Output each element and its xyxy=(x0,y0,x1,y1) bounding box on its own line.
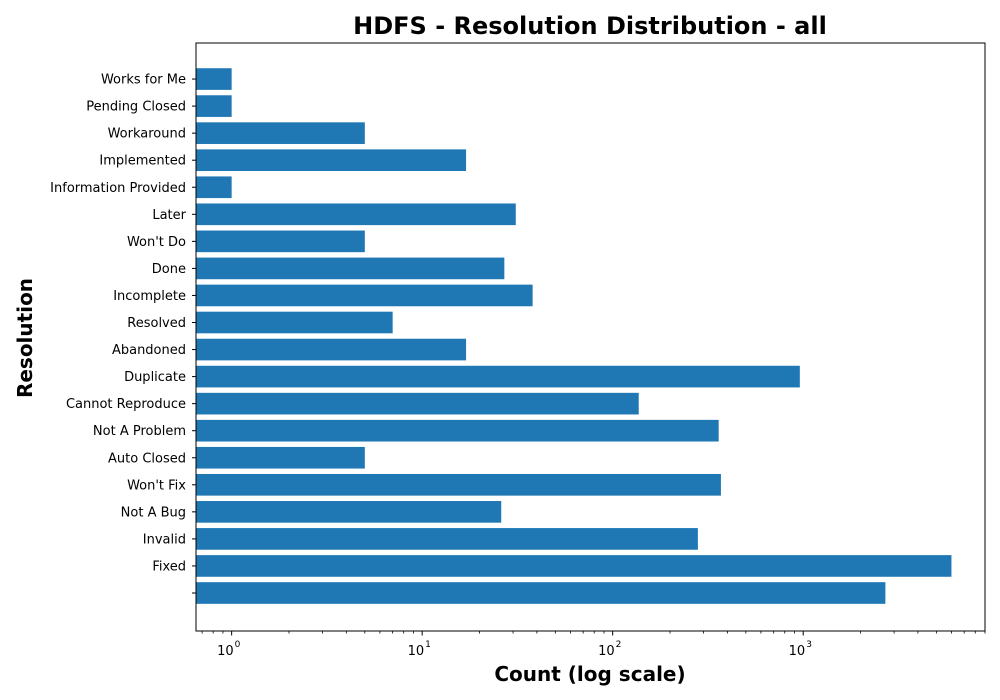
x-tick-exponent: 2 xyxy=(616,640,622,650)
plot-area: Fixed Invalid Not A Bug Won't Fix Auto Close… xyxy=(50,42,986,659)
y-tick-label: Duplicate xyxy=(124,370,186,385)
y-tick-label: Done xyxy=(152,262,186,277)
y-tick-label: Works for Me xyxy=(101,73,186,88)
bar xyxy=(196,392,639,415)
x-tick-exponent: 3 xyxy=(806,640,812,650)
x-tick-label: 10 xyxy=(598,644,615,659)
bar xyxy=(196,149,467,172)
y-tick-label: Won't Fix xyxy=(127,478,186,493)
y-tick-label: Incomplete xyxy=(113,289,186,304)
bar xyxy=(196,257,505,280)
y-tick-label: Auto Closed xyxy=(108,451,186,466)
bar xyxy=(196,446,365,469)
x-tick-exponent: 0 xyxy=(235,640,241,650)
y-tick-label: Workaround xyxy=(108,127,186,142)
bar xyxy=(196,284,533,307)
bar xyxy=(196,365,800,388)
bar xyxy=(196,176,232,199)
bar xyxy=(196,311,393,334)
x-tick-label: 10 xyxy=(217,644,234,659)
y-axis-label: Resolution xyxy=(13,278,37,398)
chart-title: HDFS - Resolution Distribution - all xyxy=(353,12,827,40)
bar xyxy=(196,68,232,90)
bar xyxy=(196,528,698,550)
y-tick-label: Won't Do xyxy=(127,235,186,250)
y-tick-label: Fixed xyxy=(152,559,186,574)
y-tick-label: Information Provided xyxy=(50,181,186,196)
bar xyxy=(196,203,516,226)
plot-frame xyxy=(195,42,986,632)
x-axis-label: Count (log scale) xyxy=(494,662,685,686)
y-tick-label: Resolved xyxy=(127,316,186,331)
x-tick-label: 10 xyxy=(789,644,806,659)
y-tick-label: Abandoned xyxy=(112,343,186,358)
bar xyxy=(196,230,365,253)
bar xyxy=(196,555,952,577)
y-tick-label: Implemented xyxy=(99,154,186,169)
x-tick-exponent: 1 xyxy=(425,640,431,650)
bar xyxy=(196,419,719,442)
bar xyxy=(196,473,721,496)
y-tick-label: Pending Closed xyxy=(86,100,186,115)
y-tick-label: Invalid xyxy=(143,532,186,547)
y-tick-label: Not A Bug xyxy=(121,505,186,520)
bar xyxy=(196,501,502,523)
y-tick-label: Cannot Reproduce xyxy=(66,397,186,412)
y-tick-label: Not A Problem xyxy=(93,424,186,439)
bar xyxy=(196,122,365,144)
y-tick-label: Later xyxy=(152,208,186,223)
bar xyxy=(196,95,232,117)
bar xyxy=(196,582,886,604)
x-tick-label: 10 xyxy=(408,644,425,659)
bar xyxy=(196,338,467,361)
